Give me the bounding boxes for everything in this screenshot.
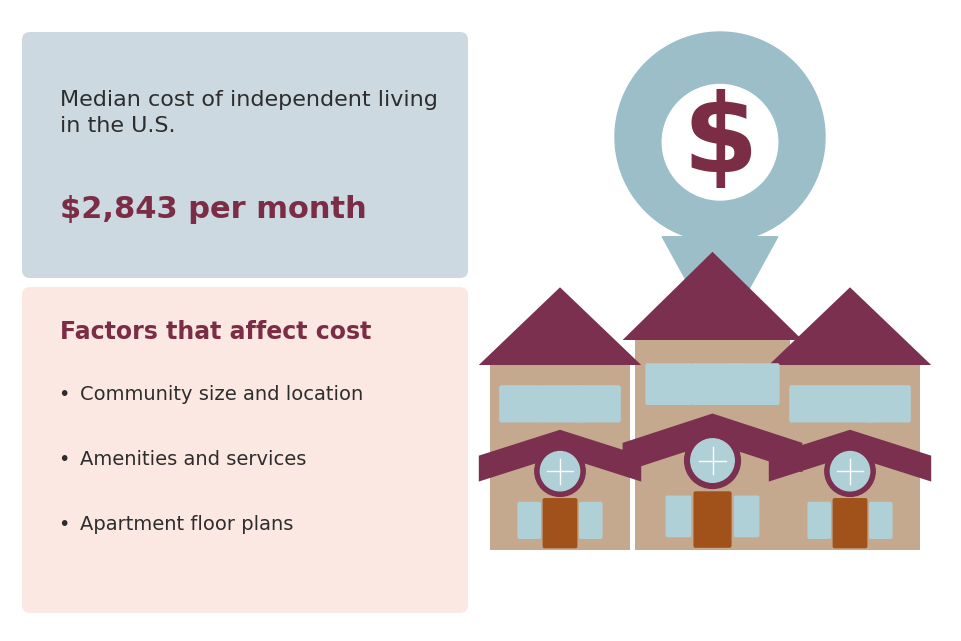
FancyBboxPatch shape [646, 363, 693, 405]
FancyBboxPatch shape [807, 502, 831, 539]
FancyBboxPatch shape [831, 385, 875, 422]
FancyBboxPatch shape [869, 502, 893, 539]
Polygon shape [479, 287, 641, 365]
Text: Factors that affect cost: Factors that affect cost [60, 320, 371, 344]
Text: •: • [58, 515, 69, 534]
Polygon shape [769, 287, 931, 365]
Circle shape [540, 451, 579, 491]
Text: •: • [58, 450, 69, 469]
Polygon shape [615, 32, 825, 242]
FancyBboxPatch shape [517, 502, 541, 539]
Polygon shape [623, 252, 802, 340]
FancyBboxPatch shape [732, 363, 779, 405]
Polygon shape [662, 237, 777, 342]
Text: Apartment floor plans: Apartment floor plans [80, 515, 293, 534]
FancyBboxPatch shape [22, 32, 468, 278]
Polygon shape [623, 413, 802, 472]
FancyBboxPatch shape [666, 495, 691, 537]
FancyBboxPatch shape [734, 495, 759, 537]
FancyBboxPatch shape [694, 491, 731, 548]
FancyBboxPatch shape [832, 498, 868, 548]
Circle shape [662, 85, 777, 200]
FancyBboxPatch shape [543, 498, 578, 548]
FancyBboxPatch shape [22, 287, 468, 613]
Circle shape [691, 439, 734, 482]
FancyBboxPatch shape [541, 385, 584, 422]
FancyBboxPatch shape [692, 363, 739, 405]
Text: $2,843 per month: $2,843 per month [60, 195, 367, 224]
FancyBboxPatch shape [868, 385, 911, 422]
Circle shape [684, 433, 740, 488]
FancyBboxPatch shape [499, 385, 542, 422]
Circle shape [825, 446, 875, 496]
Text: •: • [58, 385, 69, 404]
Circle shape [830, 451, 870, 491]
Circle shape [535, 446, 585, 496]
Polygon shape [479, 429, 641, 481]
FancyBboxPatch shape [578, 385, 621, 422]
Polygon shape [769, 429, 931, 481]
Text: $: $ [682, 89, 758, 196]
Text: Amenities and services: Amenities and services [80, 450, 307, 469]
FancyBboxPatch shape [789, 385, 832, 422]
FancyBboxPatch shape [490, 365, 630, 550]
Text: Median cost of independent living
in the U.S.: Median cost of independent living in the… [60, 90, 438, 137]
FancyBboxPatch shape [635, 340, 790, 550]
FancyBboxPatch shape [579, 502, 603, 539]
FancyBboxPatch shape [780, 365, 920, 550]
Text: Community size and location: Community size and location [80, 385, 363, 404]
